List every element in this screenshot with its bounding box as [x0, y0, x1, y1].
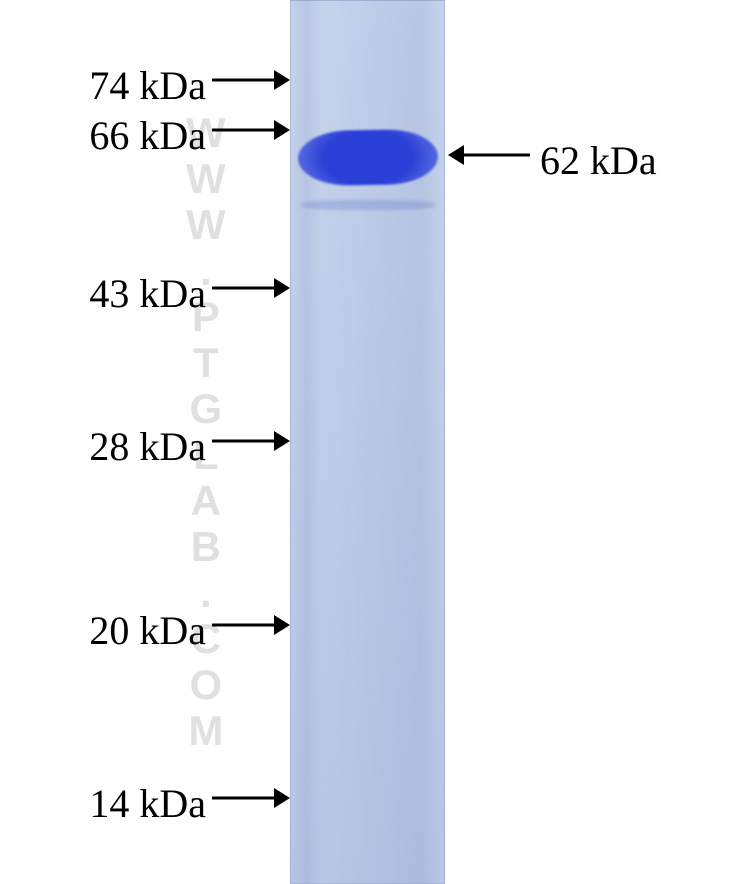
marker-arrow-icon	[212, 431, 290, 451]
sample-arrow	[448, 145, 530, 165]
watermark-char: O	[186, 662, 228, 708]
marker-label: 43 kDa	[89, 270, 206, 317]
watermark-char: W	[186, 156, 228, 202]
watermark-char: A	[186, 478, 228, 524]
marker-arrow-icon	[212, 615, 290, 635]
protein-band-main	[298, 129, 439, 186]
gel-canvas: { "type": "gel-electrophoresis", "canvas…	[0, 0, 740, 884]
marker-label: 66 kDa	[89, 112, 206, 159]
watermark-char: W	[186, 202, 228, 248]
watermark-char: T	[186, 340, 228, 386]
marker-arrow-icon	[212, 120, 290, 140]
marker-label: 20 kDa	[89, 607, 206, 654]
marker-label: 28 kDa	[89, 423, 206, 470]
marker-arrow-icon	[212, 788, 290, 808]
watermark-char: M	[186, 708, 228, 754]
marker-label: 14 kDa	[89, 780, 206, 827]
sample-band-label: 62 kDa	[540, 137, 657, 184]
marker-arrow-icon	[212, 70, 290, 90]
marker-arrow-icon	[212, 278, 290, 298]
watermark-char: B	[186, 524, 228, 570]
marker-label: 74 kDa	[89, 62, 206, 109]
protein-band-faint	[300, 200, 436, 210]
